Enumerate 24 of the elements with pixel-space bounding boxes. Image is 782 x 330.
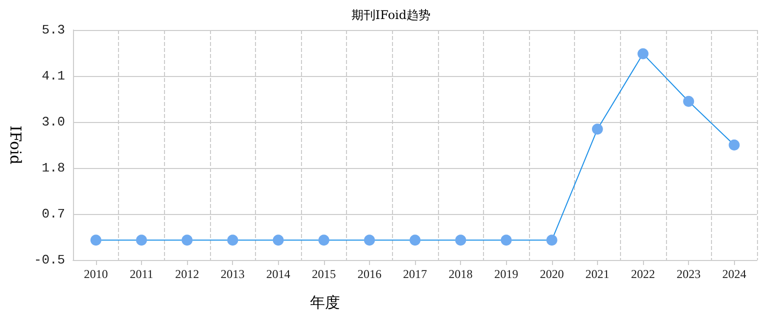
x-tick-label: 2014 (266, 267, 290, 281)
x-tick-label: 2013 (220, 267, 245, 281)
x-tick-label: 2022 (631, 267, 656, 281)
x-tick-label: 2023 (676, 267, 701, 281)
x-tick-label: 2010 (84, 267, 108, 281)
x-tick-label: 2019 (494, 267, 518, 281)
y-axis-title: IFoid (6, 126, 24, 165)
y-tick-label: 0.7 (42, 206, 66, 222)
x-tick-label: 2018 (448, 267, 473, 281)
y-tick-label: 4.1 (42, 68, 66, 84)
x-tick-label: 2012 (175, 267, 200, 281)
y-tick-label: 3.0 (42, 114, 66, 130)
x-tick-label: 2015 (312, 267, 336, 281)
x-tick-label: 2024 (722, 267, 746, 281)
x-tick-label: 2016 (357, 267, 382, 281)
chart-title: 期刊IFoid趋势 (351, 8, 431, 22)
x-tick-label: 2021 (585, 267, 610, 281)
y-tick-label: 1.8 (42, 160, 66, 176)
x-tick-label: 2011 (130, 267, 154, 281)
y-tick-label: -0.5 (34, 252, 66, 268)
x-tick-label: 2020 (540, 267, 564, 281)
x-tick-label: 2017 (403, 267, 428, 281)
x-axis-title: 年度 (310, 294, 340, 312)
y-tick-label: 5.3 (42, 22, 66, 38)
